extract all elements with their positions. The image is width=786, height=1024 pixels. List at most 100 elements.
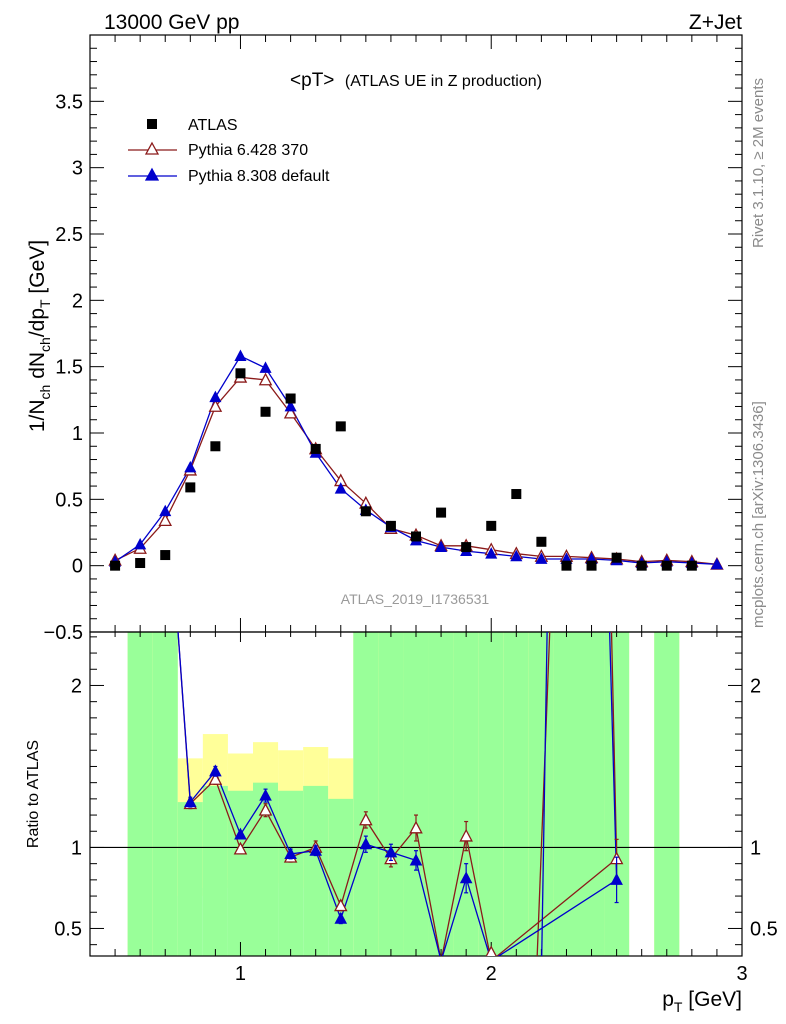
y-tick-label-main: 2.5 [55,224,83,246]
x-axis-label: pT [GeV] [662,988,742,1015]
atlas-point [235,368,246,379]
ratio-series-layer [177,632,624,956]
legend: ATLAS Pythia 6.428 370 Pythia 8.308 defa… [128,117,330,185]
band-inner-bin [503,632,529,956]
plot-title-main: <pT> [290,70,334,91]
legend-pythia6-marker [144,141,160,155]
pythia8-ratio-point [334,911,348,924]
y-tick-label-ratio-right: 2 [750,675,761,697]
ratio-y-axis-label: Ratio to ATLAS [25,740,42,848]
atlas-point [411,531,421,542]
atlas-point [436,507,447,518]
y-tick-label-main: 0 [72,556,83,578]
pythia8-ratio-line [189,770,617,956]
main-y-axis-label: 1/Nch dNch/dpT [GeV] [26,240,53,432]
y-tick-label-main: 2 [72,290,83,312]
atlas-point [661,560,672,571]
pythia8-point [535,552,548,564]
atlas-point [110,560,121,571]
side-label-mcplots: mcplots.cern.ch [arXiv:1306.3436] [750,401,767,628]
atlas-point [586,560,597,571]
atlas-point [185,482,196,493]
pythia8-point [284,399,297,412]
axis-ticks: 1 2 3 −0.5 0 0.5 1 1.5 2 2.5 3 3.5 0.5 0.5 1 1 2 2 [44,35,778,985]
band-inner-bin [604,632,630,956]
header-left-label: 13000 GeV pp [104,11,239,34]
atlas-point [636,560,647,571]
pythia6-point [208,399,223,412]
x-tick-label: 2 [486,963,497,985]
pythia8-ratio-point [259,788,272,801]
x-tick-label: 1 [235,963,246,985]
pythia8-ratio-point [409,853,423,866]
band-inner-bin [428,632,454,956]
pythia6-ratio-point [459,828,473,842]
band-inner-bin [303,785,329,956]
band-inner-bin [127,632,153,956]
y-tick-label-main: 1.5 [55,357,83,379]
uncertainty-bands [90,632,742,956]
pythia8-ratio-point [610,872,623,885]
pythia8-ratio-point [284,847,297,859]
atlas-point [461,542,472,553]
pythia8-point [435,540,448,552]
band-inner-bin [353,632,379,956]
analysis-id: ATLAS_2019_I1736531 [341,591,490,607]
main-series-layer [108,349,724,571]
band-inner-bin [378,632,404,956]
atlas-point [260,406,271,417]
y-tick-label-main: 1 [72,423,83,445]
pythia8-point [485,547,498,559]
pythia8-point [234,349,247,361]
pythia8-ratio-point [209,764,222,777]
pythia6-ratio-point [359,812,373,826]
pythia6-point [283,405,298,419]
pythia8-point [134,537,147,550]
y-tick-label-ratio: 0.5 [54,918,82,940]
pythia8-point [259,361,272,373]
band-inner-bin [528,632,554,956]
pythia8-point [334,482,347,494]
y-tick-label-main: 3 [72,158,83,180]
band-inner-bin [579,632,605,956]
pythia8-ratio-line-offscale [608,632,618,880]
pythia8-ratio-point [234,827,247,840]
pythia8-point [184,460,197,473]
y-tick-label-ratio-right: 0.5 [750,918,778,940]
ratio-curves [177,632,624,956]
pythia8-point [159,504,172,517]
y-tick-label-ratio-right: 1 [750,837,761,859]
pythia8-ratio-point [309,843,322,856]
pythia8-point [510,549,523,562]
pythia6-point [258,372,273,386]
atlas-point [611,552,622,563]
pythia6-ratio-point [333,898,348,912]
band-inner-bin [177,802,203,956]
y-tick-label-ratio: 1 [71,837,82,859]
pythia8-ratio-point [359,837,373,850]
atlas-point [511,489,522,500]
pythia6-ratio-line-offscale [610,632,618,859]
plot-title: <pT> (ATLAS UE in Z production) [290,70,542,91]
side-label-rivet: Rivet 3.1.10, ≥ 2M events [750,78,767,248]
atlas-point [160,550,171,561]
pythia6-ratio-point [208,772,223,785]
atlas-point [536,536,547,547]
atlas-point [561,560,572,571]
y-tick-label-main: −0.5 [44,622,83,644]
pythia8-point [209,390,222,403]
band-inner-bin [654,632,680,956]
atlas-point [285,393,296,404]
legend-pythia8-label: Pythia 8.308 default [188,168,330,185]
atlas-point [686,560,697,571]
legend-atlas-label: ATLAS [188,117,238,134]
plot-title-sub: (ATLAS UE in Z production) [345,73,542,90]
pythia8-ratio-point [384,845,398,858]
atlas-point [335,421,346,432]
pythia6-point [158,513,173,527]
pythia8-ratio-point [184,795,197,808]
pythia8-ratio-point [459,871,473,884]
pythia8-point [710,557,723,570]
band-inner-bin [553,632,579,956]
